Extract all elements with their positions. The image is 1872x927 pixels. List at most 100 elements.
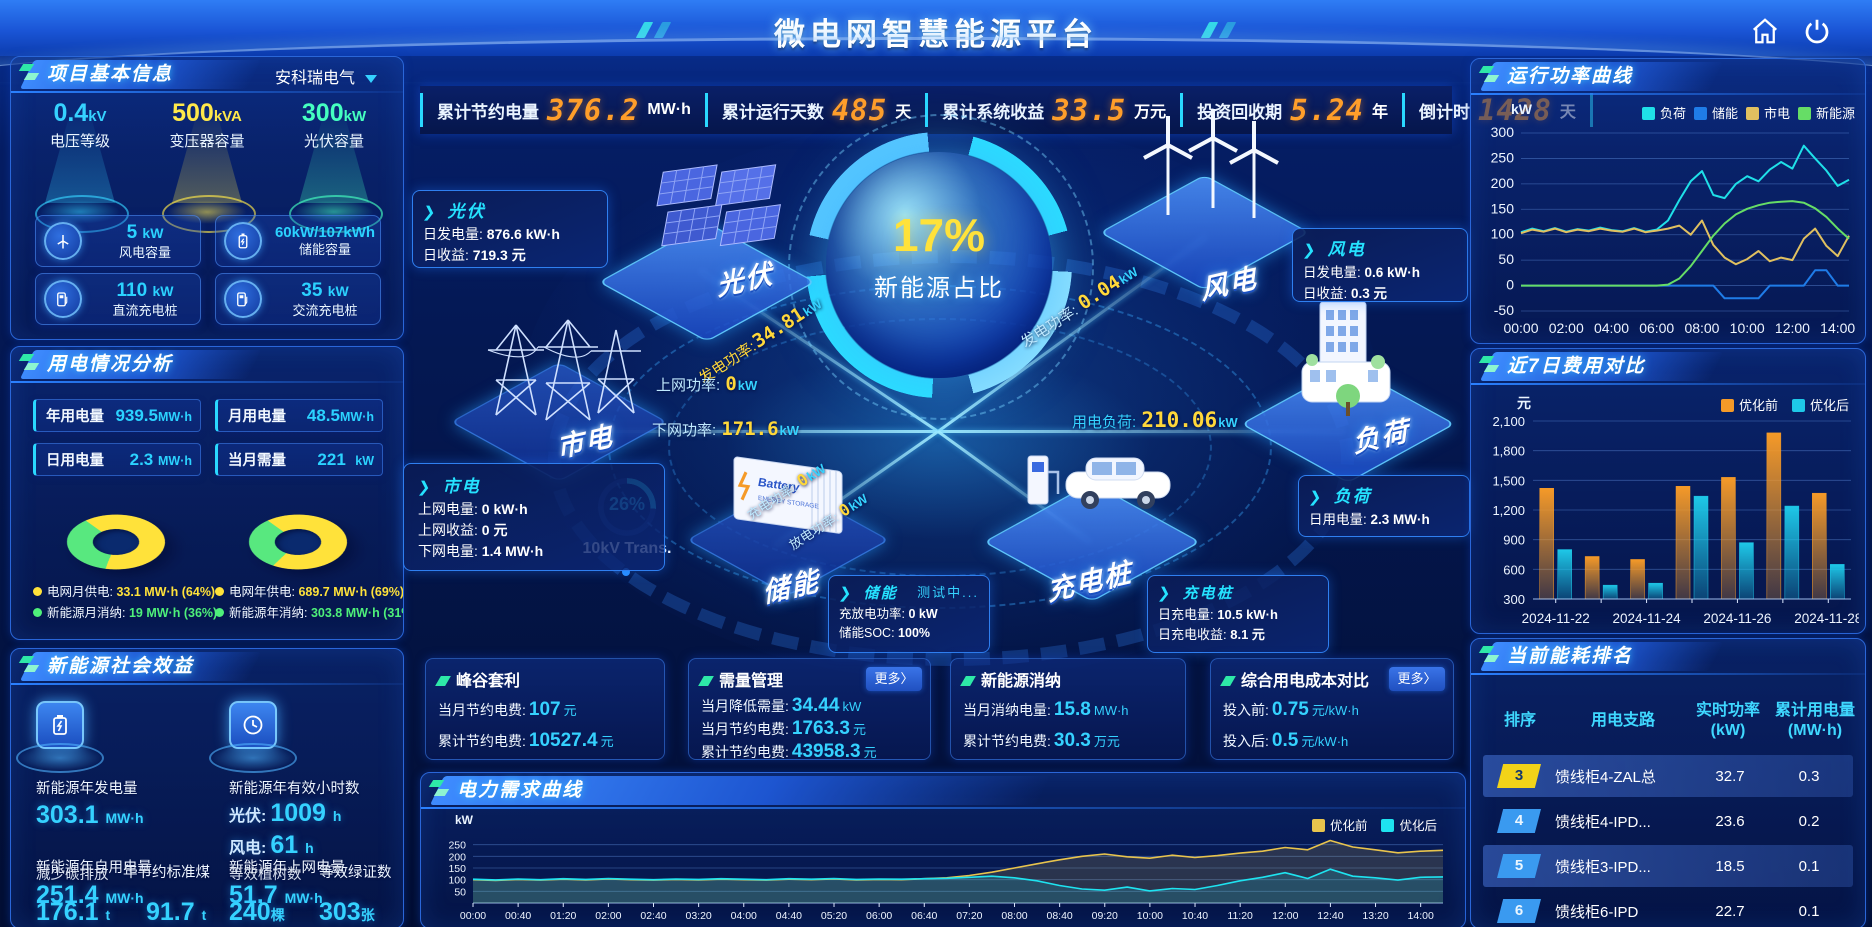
svg-text:250: 250	[448, 840, 466, 852]
svg-text:00:40: 00:40	[505, 910, 531, 922]
svg-text:0: 0	[1506, 277, 1514, 293]
dc-charger-icon	[44, 280, 82, 318]
legend-renew-month: 新能源月消纳: 19 MW·h (36%)	[33, 602, 217, 621]
pedestal-transformer-capacity: 500kVA 变压器容量	[148, 99, 266, 233]
demand-curve-title: 电力需求曲线	[457, 780, 584, 801]
rank-badge: 6	[1497, 899, 1541, 923]
ranking-row-3[interactable]: 5 馈线柜3-IPD... 18.5 0.1	[1483, 845, 1853, 887]
usage-analysis-header: 用电情况分析	[11, 347, 403, 383]
pedestal-ring	[35, 195, 129, 233]
demand-more-button[interactable]: 更多〉	[866, 667, 922, 691]
svg-text:09:20: 09:20	[1092, 910, 1118, 922]
col-header-branch: 用电支路	[1590, 712, 1655, 729]
flow-to-grid: 上网功率: 0kW	[656, 373, 758, 395]
col-header-rank: 排序	[1503, 712, 1536, 729]
svg-text:06:00: 06:00	[866, 910, 892, 922]
power-curve-header: 运行功率曲线	[1471, 59, 1865, 95]
energy-ranking-panel: 当前能耗排名 排序 用电支路 实时功率 (kW) 累计用电量 (MW·h) 3 馈线…	[1470, 638, 1866, 927]
panel-corner-icon	[1478, 643, 1503, 667]
power-curve-panel: 运行功率曲线 kW 负荷 储能 市电 新能源 -50 0 50 100 150 200 25…	[1470, 58, 1866, 344]
svg-text:03:20: 03:20	[685, 910, 711, 922]
ranking-row-4[interactable]: 6 馈线柜6-IPD 22.7 0.1	[1483, 890, 1853, 927]
demand-management-card: 需量管理 更多〉 当月降低需量: 34.44 kW 当月节约电费: 1763.3 元 累…	[688, 658, 931, 762]
svg-text:50: 50	[1498, 251, 1514, 267]
svg-text:08:40: 08:40	[1047, 910, 1073, 922]
panel-corner-icon	[1478, 63, 1503, 87]
renewable-share-caption: 新能源占比	[874, 275, 1004, 302]
demand-curve-chart: 50 100 150 200 250 00:00 00:40 01:20 02:00 02:40 0…	[429, 827, 1457, 927]
svg-text:150: 150	[1491, 200, 1515, 216]
svg-text:14:00: 14:00	[1408, 910, 1434, 922]
svg-text:Battery: Battery	[758, 475, 801, 495]
svg-text:100: 100	[448, 875, 466, 887]
grid-info-card: ❯ 市电 上网电量: 0 kW·h 上网收益: 0 元 下网电量: 1.4 MW·…	[403, 463, 665, 571]
renewable-share-sphere	[826, 152, 1052, 378]
svg-text:05:20: 05:20	[821, 910, 847, 922]
svg-text:2024-11-24: 2024-11-24	[1613, 611, 1682, 626]
chevron-icon: ❯	[1301, 242, 1319, 259]
pedestal-voltage-level: 0.4kV 电压等级	[21, 99, 139, 233]
kpi-system-income: 累计系统收益 33.5 万元	[925, 93, 1180, 127]
energy-ranking-header: 当前能耗排名	[1471, 639, 1865, 675]
green-mark-icon	[698, 676, 714, 686]
legend-item-after: 优化后	[1791, 395, 1849, 414]
svg-text:12:40: 12:40	[1317, 910, 1343, 922]
co2-reduction-value: 91.7 t	[146, 898, 207, 926]
icon-pedestal	[16, 743, 104, 773]
svg-text:2024-11-22: 2024-11-22	[1522, 611, 1590, 626]
rank-badge: 5	[1497, 854, 1541, 878]
pv-hours-value: 光伏: 1009 h	[229, 799, 342, 827]
home-icon[interactable]	[1750, 16, 1780, 46]
legend-item-before: 优化前	[1311, 815, 1367, 834]
svg-text:08:00: 08:00	[1684, 320, 1719, 336]
social-benefits-title: 新能源社会效益	[47, 656, 195, 677]
year-supply-donut	[229, 503, 367, 581]
chevron-icon: ❯	[1156, 585, 1174, 602]
legend-item-storage: 储能	[1693, 103, 1738, 122]
year-usage-chip: 年用电量 939.5MW·h	[33, 399, 201, 432]
wind-info-card: ❯ 风电 日发电量: 0.6 kW·h 日收益: 0.3 元	[1292, 228, 1468, 302]
green-mark-icon	[960, 676, 976, 686]
pedestal-glow	[167, 200, 247, 224]
app-title: 微电网智慧能源平台	[774, 17, 1098, 52]
ranking-row-1[interactable]: 3 馈线柜4-ZAL总 32.7 0.3	[1483, 755, 1853, 797]
wind-capacity-card: 5 kW 风电容量	[35, 215, 201, 267]
demand-y-axis-unit: kW	[455, 813, 473, 827]
power-icon[interactable]	[1802, 16, 1832, 46]
demand-curve-panel: 电力需求曲线 kW 优化前 优化后 50 100 150 200 250 00:00 00:…	[420, 772, 1466, 927]
power-curve-title: 运行功率曲线	[1507, 66, 1634, 87]
cost-compare-header: 近7日费用对比	[1471, 349, 1865, 385]
svg-text:10:40: 10:40	[1182, 910, 1208, 922]
battery-generation-icon	[36, 701, 84, 749]
cost-more-button[interactable]: 更多〉	[1389, 667, 1445, 691]
year-generation-value: 303.1 MW·h	[36, 801, 144, 829]
svg-text:04:00: 04:00	[731, 910, 757, 922]
wind-turbine-icon	[44, 222, 82, 260]
pv-info-card: ❯ 光伏 日发电量: 876.6 kW·h 日收益: 719.3 元	[412, 190, 608, 268]
legend-item-grid: 市电	[1745, 103, 1790, 122]
self-use-label: 新能源年自用电量	[36, 860, 152, 876]
chevron-icon: ❯	[421, 204, 439, 221]
cert-label: 等效绿证数	[319, 865, 392, 881]
coal-saving-label: 年节约标准煤	[123, 865, 210, 881]
svg-text:600: 600	[1503, 562, 1525, 577]
svg-text:07:20: 07:20	[956, 910, 982, 922]
company-selector[interactable]: 安科瑞电气	[275, 64, 377, 88]
pedestal-pv-capacity: 300kW 光伏容量	[275, 99, 393, 233]
panel-corner-icon	[18, 351, 43, 375]
co2-reduction-label: 减少碳排放	[36, 867, 109, 883]
wind-hours-value: 风电: 61 h	[229, 831, 314, 859]
svg-text:00:00: 00:00	[1503, 320, 1538, 336]
svg-text:13:20: 13:20	[1362, 910, 1388, 922]
ranking-row-2[interactable]: 4 馈线柜4-IPD... 23.6 0.2	[1483, 800, 1853, 842]
building-illustration	[1301, 301, 1391, 416]
cost-y-axis-unit: 元	[1517, 395, 1531, 411]
svg-text:300: 300	[1491, 125, 1515, 140]
project-info-panel: 项目基本信息 安科瑞电气 0.4kV 电压等级 500kVA 变压器容量 300…	[10, 56, 404, 340]
svg-text:50: 50	[454, 886, 466, 898]
icon-pedestal	[209, 743, 297, 773]
svg-text:00:00: 00:00	[460, 910, 486, 922]
demand-legend: 优化前 优化后	[1311, 815, 1437, 834]
ac-charger-card: 35 kW 交流充电桩	[215, 273, 381, 325]
